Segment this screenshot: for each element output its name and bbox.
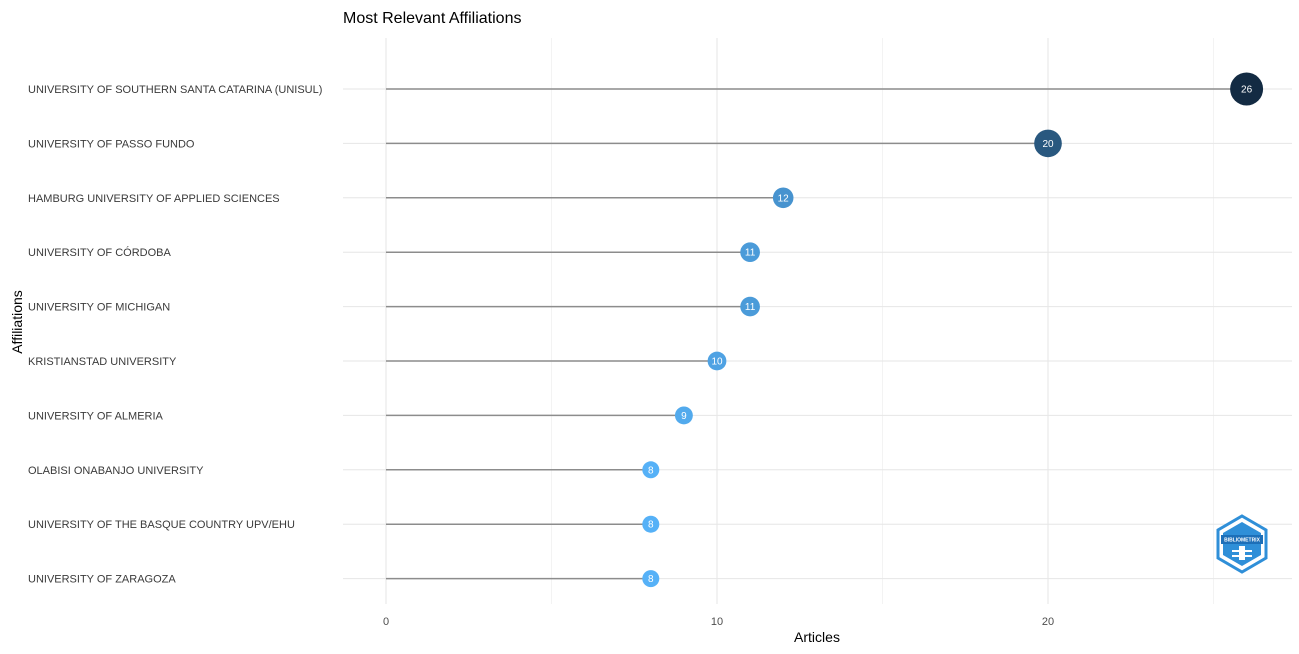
lollipop-point (707, 351, 727, 371)
lollipop-point (740, 242, 760, 263)
chart-title: Most Relevant Affiliations (343, 10, 521, 27)
category-label: UNIVERSITY OF MICHIGAN (28, 302, 170, 314)
value-label: 8 (648, 520, 654, 531)
lollipop-points: 26 20 12 11 11 10 9 8 8 8 (642, 72, 1264, 588)
x-tick-label: 10 (711, 616, 723, 628)
watermark-text: BIBLIOMETRIX (1224, 538, 1260, 544)
category-label: HAMBURG UNIVERSITY OF APPLIED SCIENCES (28, 193, 280, 205)
y-axis-title: Affiliations (9, 290, 25, 354)
value-label: 12 (778, 193, 790, 204)
x-tick-labels: 0 10 20 (383, 616, 1054, 628)
lollipop-point (642, 515, 660, 533)
bibliometrix-logo-icon: BIBLIOMETRIX (1216, 514, 1268, 574)
lollipop-point (642, 570, 660, 588)
lollipop-point (740, 296, 760, 317)
grid (343, 38, 1292, 604)
lollipop-point (1230, 72, 1264, 106)
lollipop-point (674, 406, 693, 425)
category-labels: UNIVERSITY OF SOUTHERN SANTA CATARINA (U… (28, 84, 322, 586)
category-label: UNIVERSITY OF PASSO FUNDO (28, 138, 195, 150)
category-label: UNIVERSITY OF SOUTHERN SANTA CATARINA (U… (28, 84, 322, 96)
value-label: 10 (711, 357, 723, 368)
value-label: 8 (648, 465, 654, 476)
category-label: KRISTIANSTAD UNIVERSITY (28, 356, 177, 368)
value-label: 11 (745, 248, 756, 259)
category-label: UNIVERSITY OF THE BASQUE COUNTRY UPV/EHU (28, 519, 295, 531)
value-label: 11 (745, 302, 756, 313)
lollipop-point (1034, 129, 1062, 158)
value-label: 26 (1241, 85, 1253, 96)
category-label: OLABISI ONABANJO UNIVERSITY (28, 465, 204, 477)
value-label: 20 (1042, 139, 1054, 150)
category-label: UNIVERSITY OF ZARAGOZA (28, 574, 176, 586)
lollipop-point (642, 461, 660, 479)
lollipop-point (772, 187, 794, 209)
value-label: 8 (648, 574, 654, 585)
x-axis-title: Articles (794, 629, 840, 645)
category-label: UNIVERSITY OF ALMERIA (28, 410, 164, 422)
category-label: UNIVERSITY OF CÓRDOBA (28, 246, 171, 259)
x-tick-label: 20 (1042, 616, 1054, 628)
x-tick-label: 0 (383, 616, 389, 628)
lollipop-stems (386, 88, 1247, 580)
value-label: 9 (681, 411, 687, 422)
